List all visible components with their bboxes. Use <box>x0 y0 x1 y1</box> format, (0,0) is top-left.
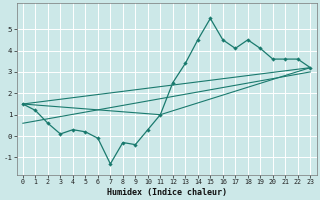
X-axis label: Humidex (Indice chaleur): Humidex (Indice chaleur) <box>107 188 227 197</box>
